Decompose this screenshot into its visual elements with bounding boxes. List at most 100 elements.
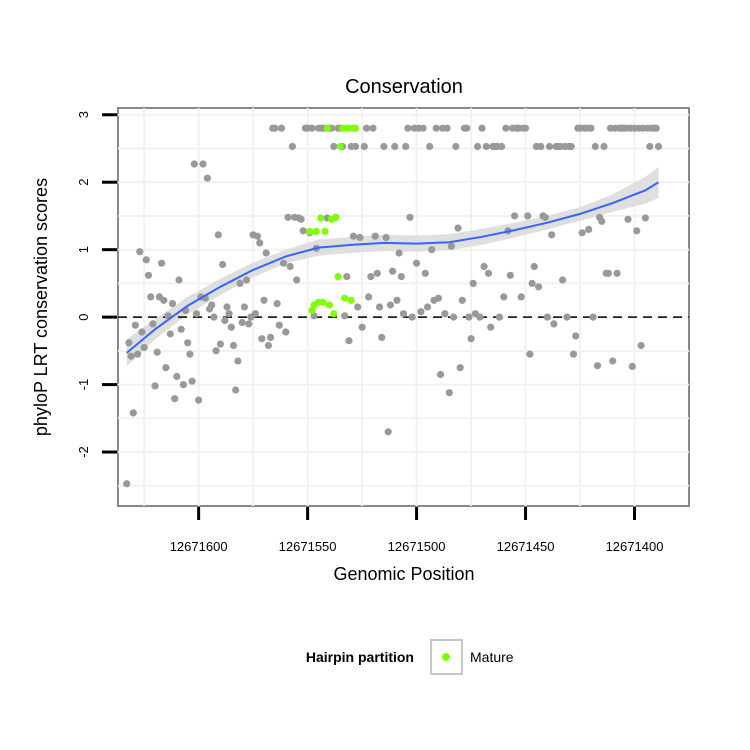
point-mature [317,214,325,222]
point-other [258,335,266,343]
point-mature [334,273,342,281]
point-other [260,296,268,304]
point-mature [347,296,355,304]
point-other [408,313,416,321]
chart-title: Conservation [345,76,463,98]
point-mature [323,124,331,132]
point-other [432,124,440,132]
point-mature [336,142,344,151]
legend-title: Hairpin partition [306,649,414,665]
points-mature [306,124,360,318]
point-other [476,313,484,321]
y-axis-label: phyloP LRT conservation scores [31,178,51,436]
point-mature [332,213,340,221]
point-mature [330,310,338,318]
y-tick-label: 0 [76,313,91,320]
point-other [587,124,595,132]
smooth-trend-line [126,181,660,354]
point-other [177,325,185,333]
point-other [641,214,650,222]
point-other [251,310,259,318]
point-other [517,293,525,301]
point-other [598,217,606,225]
point-other [208,301,216,309]
legend-key-mature [442,653,450,661]
point-other [487,323,495,331]
point-other [452,142,460,151]
x-tick-label: 12671400 [606,539,664,554]
point-other [203,174,211,182]
point-other [168,300,177,308]
point-other [362,124,371,132]
point-other [521,124,530,132]
point-other [190,160,198,168]
point-other [585,225,593,233]
x-axis: 12671600 12671550 12671500 12671450 12671400 [170,507,664,554]
legend: Hairpin partition Mature [306,639,514,675]
point-other [240,303,248,311]
point-other [456,364,464,372]
point-other [569,350,578,358]
x-tick-label: 12671600 [170,539,228,554]
point-other [277,124,286,132]
point-other [484,269,493,277]
point-other [633,227,641,235]
point-other [563,313,571,321]
point-other [151,382,159,390]
point-other [537,142,545,151]
point-other [654,142,663,151]
point-mature [321,227,329,235]
point-other [212,347,220,355]
point-other [593,362,602,370]
point-other [310,312,318,320]
point-other [354,303,362,311]
point-other [399,310,408,318]
point-other [341,312,349,320]
point-other [195,396,203,404]
point-other [131,321,139,329]
x-tick-label: 12671550 [279,539,337,554]
point-other [526,350,534,358]
point-other [541,213,549,221]
point-other [144,271,153,279]
point-other [391,142,399,151]
point-other [199,160,207,168]
point-other [221,316,229,325]
y-tick-label: 3 [76,111,91,118]
point-other [216,340,224,348]
point-other [375,303,384,311]
point-other [123,480,131,488]
point-other [550,320,558,328]
point-other [286,262,294,271]
point-other [186,350,194,358]
point-other [402,142,410,151]
point-other [153,348,161,356]
point-other [127,352,135,360]
point-other [129,409,137,417]
point-other [482,142,490,151]
point-other [428,246,436,254]
y-axis: -2 -1 0 1 2 3 [76,111,117,458]
point-other [192,310,201,318]
point-other [419,124,427,132]
point-other [158,259,166,267]
point-other [371,232,379,240]
point-other [160,296,168,304]
point-other [236,279,244,287]
point-other [469,279,477,287]
point-other [299,227,307,235]
point-other [166,330,174,338]
y-tick-label: -2 [76,446,91,458]
point-other [445,389,453,397]
point-other [443,124,451,132]
point-other [243,276,251,284]
point-other [373,269,381,277]
point-other [393,296,401,304]
point-other [637,341,645,350]
point-other [397,273,405,281]
point-other [271,124,279,132]
point-other [535,283,543,291]
point-other [349,232,357,240]
point-other [275,321,283,329]
point-other [382,233,390,242]
